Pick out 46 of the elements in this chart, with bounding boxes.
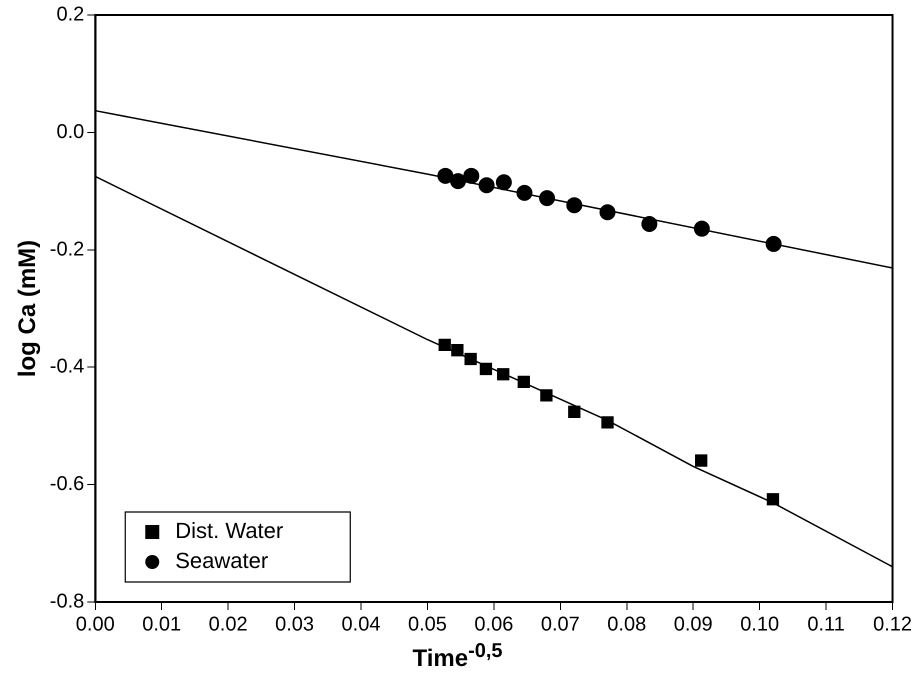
point xyxy=(497,368,510,380)
y-tick-label: -0.4 xyxy=(50,356,84,378)
x-tick-label: 0.01 xyxy=(142,614,182,636)
legend-label: Dist. Water xyxy=(175,518,284,544)
x-tick-label: 0.02 xyxy=(208,614,248,636)
point xyxy=(464,352,477,366)
point xyxy=(766,493,780,506)
x-tick-label: 0.03 xyxy=(275,614,314,636)
legend-label: Seawater xyxy=(175,548,268,574)
point xyxy=(601,416,614,429)
x-tick-label: 0.09 xyxy=(674,614,713,636)
x-tick-label: 0.08 xyxy=(607,614,646,636)
y-tick-label: -0.2 xyxy=(50,238,84,260)
point xyxy=(451,344,464,356)
x-tick-label: 0.06 xyxy=(474,614,514,636)
y-axis-title: log Ca (mM) xyxy=(14,240,42,378)
point xyxy=(695,454,708,467)
x-tick-label: 0.10 xyxy=(740,614,780,636)
x-axis-title: Time$^{-0,5}$ xyxy=(411,640,504,673)
point xyxy=(694,220,710,237)
x-tick-label: 0.00 xyxy=(76,614,115,636)
point xyxy=(438,338,451,352)
y-tick-label: 0.0 xyxy=(56,120,84,143)
point xyxy=(463,168,480,184)
point xyxy=(480,362,492,376)
point xyxy=(516,184,532,201)
point xyxy=(478,177,495,194)
y-tick-label: 0.2 xyxy=(56,4,84,26)
y-tick-label: -0.6 xyxy=(50,473,84,496)
x-tick-label: 0.12 xyxy=(873,614,912,636)
point xyxy=(641,216,658,232)
point xyxy=(450,173,466,190)
point xyxy=(600,204,616,220)
x-tick-label: 0.11 xyxy=(807,614,845,636)
point xyxy=(518,376,530,388)
point xyxy=(496,174,512,190)
x-tick-label: 0.05 xyxy=(408,614,447,636)
x-tick-label: 0.04 xyxy=(342,614,380,636)
point xyxy=(539,190,556,206)
y-tick-label: -0.8 xyxy=(50,590,84,613)
x-tick-label: 0.07 xyxy=(540,614,580,636)
point xyxy=(540,389,553,402)
point xyxy=(568,406,580,418)
point xyxy=(437,168,454,184)
point xyxy=(566,197,582,214)
point xyxy=(766,236,782,252)
